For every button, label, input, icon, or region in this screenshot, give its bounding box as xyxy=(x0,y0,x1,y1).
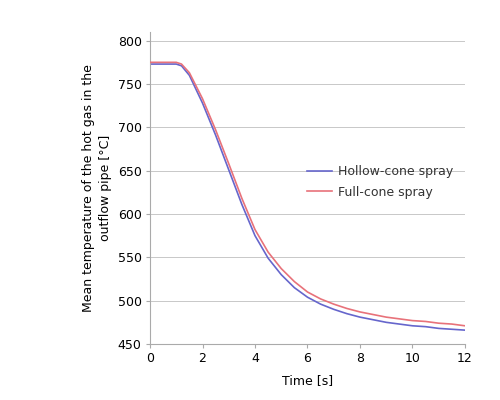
Hollow-cone spray xyxy=(178,63,184,68)
Hollow-cone spray xyxy=(292,285,298,290)
Full-cone spray xyxy=(186,70,192,75)
Full-cone spray xyxy=(357,310,363,314)
Hollow-cone spray xyxy=(370,317,376,322)
X-axis label: Time [s]: Time [s] xyxy=(282,374,333,387)
Hollow-cone spray xyxy=(304,295,310,300)
Hollow-cone spray xyxy=(462,328,468,332)
Hollow-cone spray xyxy=(344,311,350,316)
Hollow-cone spray xyxy=(330,307,336,312)
Full-cone spray xyxy=(178,62,184,66)
Hollow-cone spray xyxy=(160,62,166,66)
Hollow-cone spray xyxy=(239,202,245,207)
Hollow-cone spray xyxy=(252,233,258,238)
Hollow-cone spray xyxy=(200,101,205,106)
Full-cone spray xyxy=(344,306,350,311)
Full-cone spray xyxy=(239,196,245,201)
Full-cone spray xyxy=(422,319,428,324)
Full-cone spray xyxy=(278,266,284,271)
Full-cone spray xyxy=(212,128,218,132)
Full-cone spray xyxy=(383,315,389,320)
Full-cone spray xyxy=(200,96,205,101)
Full-cone spray xyxy=(147,60,153,65)
Line: Full-cone spray: Full-cone spray xyxy=(150,62,465,326)
Full-cone spray xyxy=(436,321,442,326)
Full-cone spray xyxy=(370,312,376,317)
Hollow-cone spray xyxy=(422,324,428,329)
Hollow-cone spray xyxy=(383,320,389,325)
Hollow-cone spray xyxy=(212,133,218,138)
Line: Hollow-cone spray: Hollow-cone spray xyxy=(150,64,465,330)
Hollow-cone spray xyxy=(147,62,153,66)
Hollow-cone spray xyxy=(278,272,284,277)
Legend: Hollow-cone spray, Full-cone spray: Hollow-cone spray, Full-cone spray xyxy=(302,160,458,204)
Full-cone spray xyxy=(396,316,402,321)
Full-cone spray xyxy=(265,250,271,254)
Hollow-cone spray xyxy=(318,302,324,306)
Hollow-cone spray xyxy=(357,315,363,320)
Hollow-cone spray xyxy=(449,327,455,332)
Hollow-cone spray xyxy=(436,326,442,331)
Full-cone spray xyxy=(160,60,166,65)
Y-axis label: Mean temperature of the hot gas in the
outflow pipe [°C]: Mean temperature of the hot gas in the o… xyxy=(82,64,112,312)
Full-cone spray xyxy=(330,302,336,306)
Full-cone spray xyxy=(318,296,324,301)
Hollow-cone spray xyxy=(265,256,271,261)
Full-cone spray xyxy=(462,323,468,328)
Full-cone spray xyxy=(252,227,258,232)
Full-cone spray xyxy=(226,161,232,166)
Full-cone spray xyxy=(173,60,179,65)
Hollow-cone spray xyxy=(173,62,179,66)
Hollow-cone spray xyxy=(226,167,232,172)
Hollow-cone spray xyxy=(396,322,402,326)
Full-cone spray xyxy=(410,318,416,323)
Hollow-cone spray xyxy=(410,323,416,328)
Hollow-cone spray xyxy=(186,73,192,78)
Full-cone spray xyxy=(449,322,455,326)
Full-cone spray xyxy=(292,279,298,284)
Full-cone spray xyxy=(304,290,310,294)
